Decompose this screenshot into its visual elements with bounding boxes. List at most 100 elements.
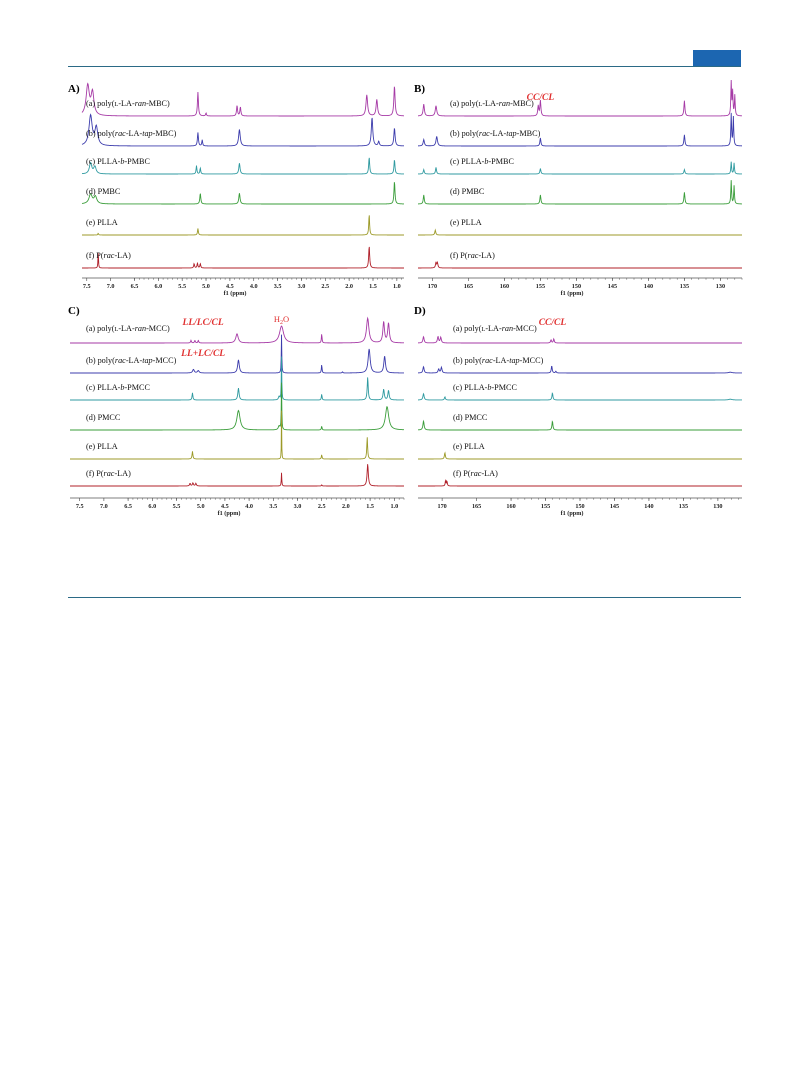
panel-b-tick-label: 140	[644, 283, 653, 290]
panel-d-tick-label: 170	[437, 503, 446, 510]
panel-b-series-5-trace	[418, 228, 742, 236]
panel-a-tick-label: 3.0	[298, 283, 306, 290]
panel-b-tick-label: 170	[428, 283, 437, 290]
panel-c-series-1-trace	[70, 316, 405, 344]
panel-d-series-6-label: (f) P(rac-LA)	[453, 469, 498, 478]
panel-c-tick-label: 5.0	[197, 503, 205, 510]
panel-b-series-2-label: (b) poly(rac-LA-tap-MBC)	[450, 129, 541, 138]
panel-a-tick-label: 3.5	[274, 283, 282, 290]
panel-b-series-1-trace	[417, 80, 743, 117]
panel-b-series-6-label: (f) P(rac-LA)	[450, 251, 495, 260]
panel-d-series-3-label: (c) PLLA-b-PMCC	[453, 383, 517, 392]
panel-d-series-2-label: (b) poly(rac-LA-tap-MCC)	[453, 356, 544, 365]
panel-a-tick-label: 5.5	[178, 283, 186, 290]
panel-d-annotation-1: CC/CL	[539, 318, 567, 328]
panel-a-series-5-label: (e) PLLA	[86, 218, 118, 227]
panel-b-series-1-label: (a) poly(L-LA-ran-MBC)	[450, 99, 534, 108]
panel-d-series-5-label: (e) PLLA	[453, 442, 485, 451]
panel-b-tick-label: 150	[572, 283, 581, 290]
panel-d-series-6-trace	[418, 479, 742, 487]
panel-b-series-5-label: (e) PLLA	[450, 218, 482, 227]
panel-a-series-3-label: (c) PLLA-b-PMBC	[86, 157, 150, 166]
panel-b-tick-label: 155	[536, 283, 545, 290]
panel-c-series-1-label: (a) poly(L-LA-ran-MCC)	[86, 324, 170, 333]
panel-c-series-2-label: (b) poly(rac-LA-tap-MCC)	[86, 356, 177, 365]
panel-a-tick-label: 4.0	[250, 283, 258, 290]
panel-d-tick-label: 165	[472, 503, 481, 510]
panel-d-series-3-trace	[417, 392, 743, 401]
panel-b-x-axis-label: f1 (ppm)	[561, 290, 584, 297]
panel-c-tick-label: 3.5	[269, 503, 277, 510]
panel-b-tick-label: 160	[500, 283, 509, 290]
panel-b-tick-label: 145	[608, 283, 617, 290]
panel-c-annotation-1: LL/LC/CL	[182, 318, 224, 328]
panel-c-tick-label: 4.5	[221, 503, 229, 510]
panel-c-series-5-label: (e) PLLA	[86, 442, 118, 451]
panel-d-tick-label: 135	[679, 503, 688, 510]
panel-b-annotation-1: CC/CL	[527, 93, 555, 103]
panel-a-series-5-trace	[82, 215, 404, 236]
panel-a-series-4-label: (d) PMBC	[86, 187, 121, 196]
footer-rule	[68, 597, 741, 598]
panel-d-tick-label: 160	[506, 503, 515, 510]
panel-a-tick-label: 7.5	[83, 283, 91, 290]
panel-c-series-6-label: (f) P(rac-LA)	[86, 469, 131, 478]
panel-d-series-2-trace	[417, 365, 743, 374]
panel-c-tick-label: 1.5	[366, 503, 374, 510]
panel-a-tick-label: 1.0	[393, 283, 401, 290]
panel-a-label: A)	[68, 83, 80, 95]
panel-b-nmr-chart: B) (a) poly(L-LA-ran-MBC) (b) poly(rac-LA-…	[414, 80, 743, 297]
panel-d-tick-label: 140	[644, 503, 653, 510]
panel-a-x-axis-label: f1 (ppm)	[224, 290, 247, 297]
panel-d-x-axis-label: f1 (ppm)	[561, 510, 584, 517]
panel-a-series-6-trace	[82, 246, 404, 269]
panel-d-tick-label: 155	[541, 503, 550, 510]
panel-c-tick-label: 2.0	[342, 503, 350, 510]
panel-c-annotation-3: LL+LC/CL	[180, 349, 225, 359]
panel-b-series-6-trace	[418, 260, 742, 269]
panel-b-tick-label: 130	[716, 283, 725, 290]
header-rule	[68, 66, 741, 67]
panel-d-tick-label: 150	[575, 503, 584, 510]
panel-b-series-2-trace	[417, 112, 743, 147]
panel-a-tick-label: 5.0	[202, 283, 210, 290]
panel-a-tick-label: 7.0	[107, 283, 115, 290]
panel-a-tick-label: 6.5	[131, 283, 139, 290]
panel-c-tick-label: 6.0	[148, 503, 156, 510]
panel-b-label: B)	[414, 83, 425, 95]
panel-c-tick-label: 7.0	[100, 503, 108, 510]
panel-d-series-5-trace	[418, 451, 742, 460]
panel-a-series-1-label: (a) poly(L-LA-ran-MBC)	[86, 99, 170, 108]
panel-a-series-2-label: (b) poly(rac-LA-tap-MBC)	[86, 129, 177, 138]
panel-d-series-1-trace	[417, 335, 742, 344]
panel-d-tick-label: 145	[610, 503, 619, 510]
panel-c-annotation-2: H2O	[274, 314, 289, 326]
panel-c-series-4-trace	[70, 382, 405, 431]
panel-d-series-4-label: (d) PMCC	[453, 413, 488, 422]
panel-a-series-6-label: (f) P(rac-LA)	[86, 251, 131, 260]
panel-a-series-3-trace	[81, 157, 404, 175]
panel-c-tick-label: 1.0	[390, 503, 398, 510]
panel-d-series-1-label: (a) poly(L-LA-ran-MCC)	[453, 324, 537, 333]
panel-b-tick-label: 135	[680, 283, 689, 290]
panel-d-nmr-chart: D) (a) poly(L-LA-ran-MCC) (b) poly(rac-LA-…	[414, 305, 743, 517]
panel-c-series-6-trace	[70, 464, 404, 487]
panel-c-nmr-chart: C) (a) poly(L-LA-ran-MCC) (b) poly(rac-LA-…	[68, 305, 405, 517]
panel-c-series-4-label: (d) PMCC	[86, 413, 121, 422]
panel-b-series-3-label: (c) PLLA-b-PMBC	[450, 157, 514, 166]
panel-b-series-4-label: (d) PMBC	[450, 187, 485, 196]
panel-c-tick-label: 6.5	[124, 503, 132, 510]
panel-c-series-3-label: (c) PLLA-b-PMCC	[86, 383, 150, 392]
panel-a-nmr-chart: A) (a) poly(L-LA-ran-MBC) (b) poly(rac-LA-…	[68, 82, 405, 297]
panel-b-tick-label: 165	[464, 283, 473, 290]
page-corner-tab	[693, 50, 741, 66]
panel-a-series-4-trace	[81, 182, 405, 205]
panel-a-tick-label: 2.0	[345, 283, 353, 290]
panel-c-series-5-trace	[70, 410, 404, 460]
panel-b-series-4-trace	[417, 180, 743, 205]
panel-c-tick-label: 5.5	[173, 503, 181, 510]
panel-c-tick-label: 4.0	[245, 503, 253, 510]
panel-c-x-axis-label: f1 (ppm)	[218, 510, 241, 517]
panel-c-series-2-trace	[70, 334, 404, 374]
